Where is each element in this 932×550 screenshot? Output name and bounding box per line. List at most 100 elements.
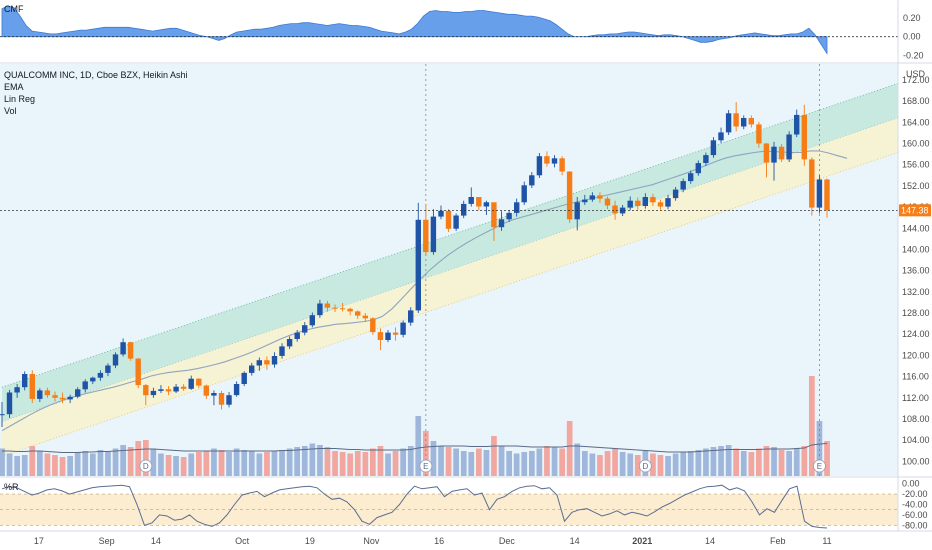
candle[interactable] [75,387,81,399]
candle[interactable] [589,192,595,202]
candle[interactable] [120,338,126,357]
candle[interactable] [491,202,497,241]
candle[interactable] [286,336,293,350]
candle[interactable] [0,402,5,427]
candle[interactable] [302,322,308,336]
candle[interactable] [22,371,28,391]
candle[interactable] [6,389,13,418]
candle[interactable] [158,385,164,394]
candle[interactable] [657,199,664,210]
candle[interactable] [400,320,406,338]
candle[interactable] [725,110,732,136]
candle[interactable] [392,327,399,341]
candle[interactable] [453,213,459,231]
candle[interactable] [824,178,830,218]
candle[interactable] [241,371,247,387]
candle[interactable] [642,193,648,209]
candle[interactable] [188,375,194,390]
candle[interactable] [408,307,414,326]
time-axis[interactable]: 17 Sep 14 Oct 19 Nov 16 Dec 14 2021 14 Feb 11 [34,536,832,546]
candle[interactable] [680,178,686,193]
dividend-marker[interactable]: D [139,459,153,473]
candle[interactable] [196,378,202,389]
candle[interactable] [809,157,815,216]
candle[interactable] [105,363,111,377]
candle[interactable] [355,310,361,319]
candle[interactable] [143,384,149,406]
earnings-marker[interactable]: E [813,459,826,473]
candle[interactable] [635,197,641,210]
heikin-ashi-candles[interactable] [0,102,830,427]
candle[interactable] [574,196,580,231]
candle[interactable] [165,386,172,396]
candle[interactable] [249,362,255,376]
legend-vol[interactable]: Vol [4,106,17,116]
candle[interactable] [97,370,104,381]
candle[interactable] [801,104,807,166]
candle[interactable] [794,109,800,138]
candle[interactable] [324,300,331,312]
candle[interactable] [256,357,262,371]
candle[interactable] [14,384,20,398]
candle[interactable] [498,211,505,231]
candle[interactable] [582,194,588,205]
candle[interactable] [339,302,346,312]
candle[interactable] [672,186,679,201]
candle[interactable] [317,299,323,318]
candle[interactable] [264,356,270,370]
candle[interactable] [733,102,739,132]
candle[interactable] [438,205,444,220]
chart-title[interactable]: QUALCOMM INC, 1D, Cboe BZX, Heikin Ashi [4,70,188,80]
candle[interactable] [695,160,701,176]
candle[interactable] [778,144,785,163]
candle[interactable] [718,127,724,143]
legend-ema[interactable]: EMA [4,82,24,92]
candle[interactable] [786,131,792,163]
candle[interactable] [82,379,88,393]
candle[interactable] [59,392,66,404]
candle[interactable] [703,152,709,166]
candle[interactable] [67,394,73,404]
candle[interactable] [468,187,474,207]
candle[interactable] [627,196,633,211]
candle[interactable] [218,390,225,410]
candle[interactable] [476,196,482,211]
candle[interactable] [756,121,762,148]
candle[interactable] [650,193,656,207]
candle[interactable] [90,376,96,385]
candle[interactable] [445,209,452,232]
candle[interactable] [370,317,376,335]
candle[interactable] [619,204,626,217]
candle[interactable] [461,200,467,219]
dividend-marker[interactable]: D [638,459,652,473]
candle[interactable] [612,200,618,220]
candle[interactable] [271,352,278,368]
candle[interactable] [173,384,179,394]
candle[interactable] [688,170,694,184]
candle[interactable] [544,151,550,167]
candle[interactable] [536,153,543,178]
price-y-axis[interactable]: USD 172.00 168.00 164.00 160.00 156.00 152.00… [902,69,930,466]
candle[interactable] [604,196,611,210]
legend-lin-reg[interactable]: Lin Reg [4,94,35,104]
candle[interactable] [665,194,671,210]
candle[interactable] [29,370,35,404]
candle[interactable] [529,172,535,188]
candle[interactable] [309,312,315,328]
candle[interactable] [332,304,338,312]
candle[interactable] [771,141,777,181]
candle[interactable] [521,181,527,205]
candle[interactable] [44,387,51,398]
candle[interactable] [377,328,384,351]
candle[interactable] [748,115,754,128]
candle[interactable] [559,156,565,176]
candle[interactable] [741,115,747,130]
candle[interactable] [597,192,603,203]
candle[interactable] [430,209,437,255]
candle[interactable] [127,341,134,361]
candle[interactable] [385,329,391,343]
candle[interactable] [506,210,512,222]
candle[interactable] [180,384,187,391]
candle[interactable] [763,142,770,178]
